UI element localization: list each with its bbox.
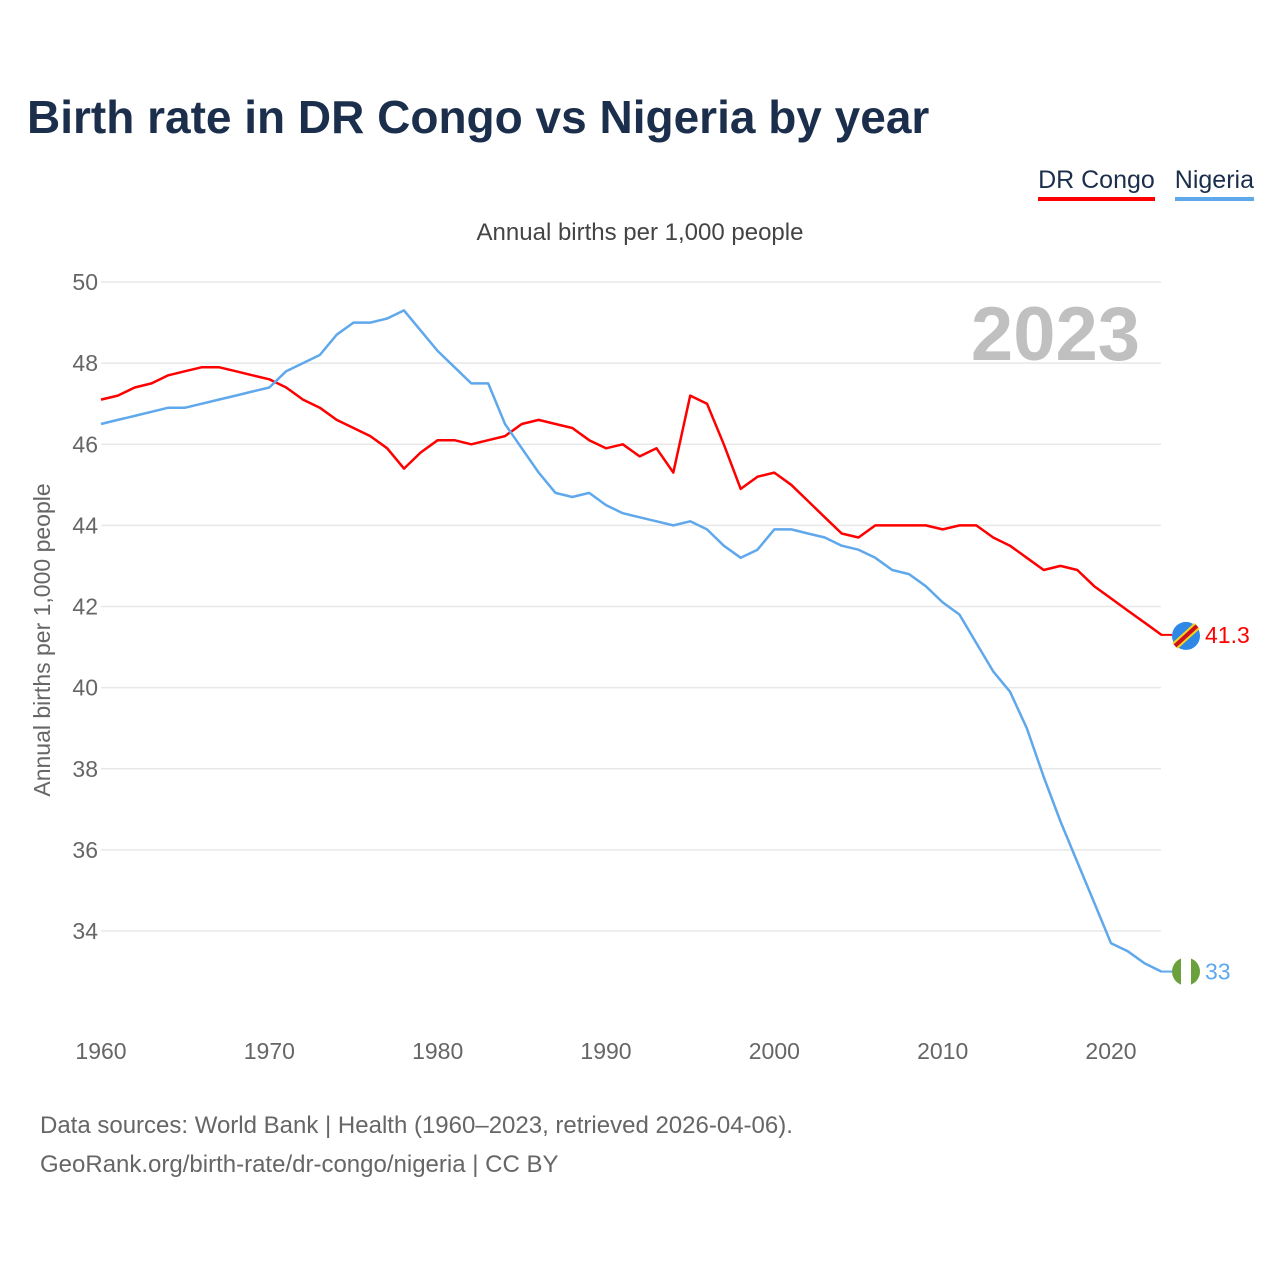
chart-subtitle: Annual births per 1,000 people <box>477 219 804 246</box>
legend: DR Congo Nigeria <box>1038 166 1254 201</box>
x-tick-label: 2020 <box>1085 1038 1136 1064</box>
x-tick-label: 2000 <box>749 1038 800 1064</box>
x-tick-label: 1990 <box>580 1038 631 1064</box>
y-tick-label: 34 <box>72 918 98 944</box>
source-note: Data sources: World Bank | Health (1960–… <box>40 1106 793 1184</box>
x-tick-label: 2010 <box>917 1038 968 1064</box>
legend-dr-congo[interactable]: DR Congo <box>1038 166 1155 201</box>
end-value-label: 33 <box>1205 959 1231 985</box>
y-tick-label: 44 <box>72 512 98 538</box>
series-line-dr-congo[interactable] <box>100 365 1163 636</box>
y-axis-label: Annual births per 1,000 people <box>29 483 55 796</box>
chart-title: Birth rate in DR Congo vs Nigeria by yea… <box>27 91 930 143</box>
x-tick-label: 1960 <box>75 1038 126 1064</box>
dr-congo-flag-icon <box>1172 621 1200 650</box>
legend-nigeria[interactable]: Nigeria <box>1174 166 1254 201</box>
y-tick-label: 36 <box>72 837 98 863</box>
y-tick-label: 50 <box>72 269 98 295</box>
end-value-label: 41.3 <box>1205 622 1250 648</box>
x-tick-label: 1980 <box>412 1038 463 1064</box>
y-tick-label: 40 <box>72 675 98 701</box>
year-watermark: 2023 <box>971 292 1140 377</box>
source-line-1: Data sources: World Bank | Health (1960–… <box>40 1112 793 1139</box>
x-tick-label: 1970 <box>244 1038 295 1064</box>
source-line-2[interactable]: GeoRank.org/birth-rate/dr-congo/nigeria … <box>40 1151 559 1178</box>
y-tick-label: 42 <box>72 594 98 620</box>
y-tick-label: 48 <box>72 350 98 376</box>
y-tick-label: 38 <box>72 756 98 782</box>
nigeria-flag-icon <box>1172 957 1200 986</box>
y-tick-label: 46 <box>72 431 98 457</box>
series-line-nigeria[interactable] <box>100 309 1163 973</box>
